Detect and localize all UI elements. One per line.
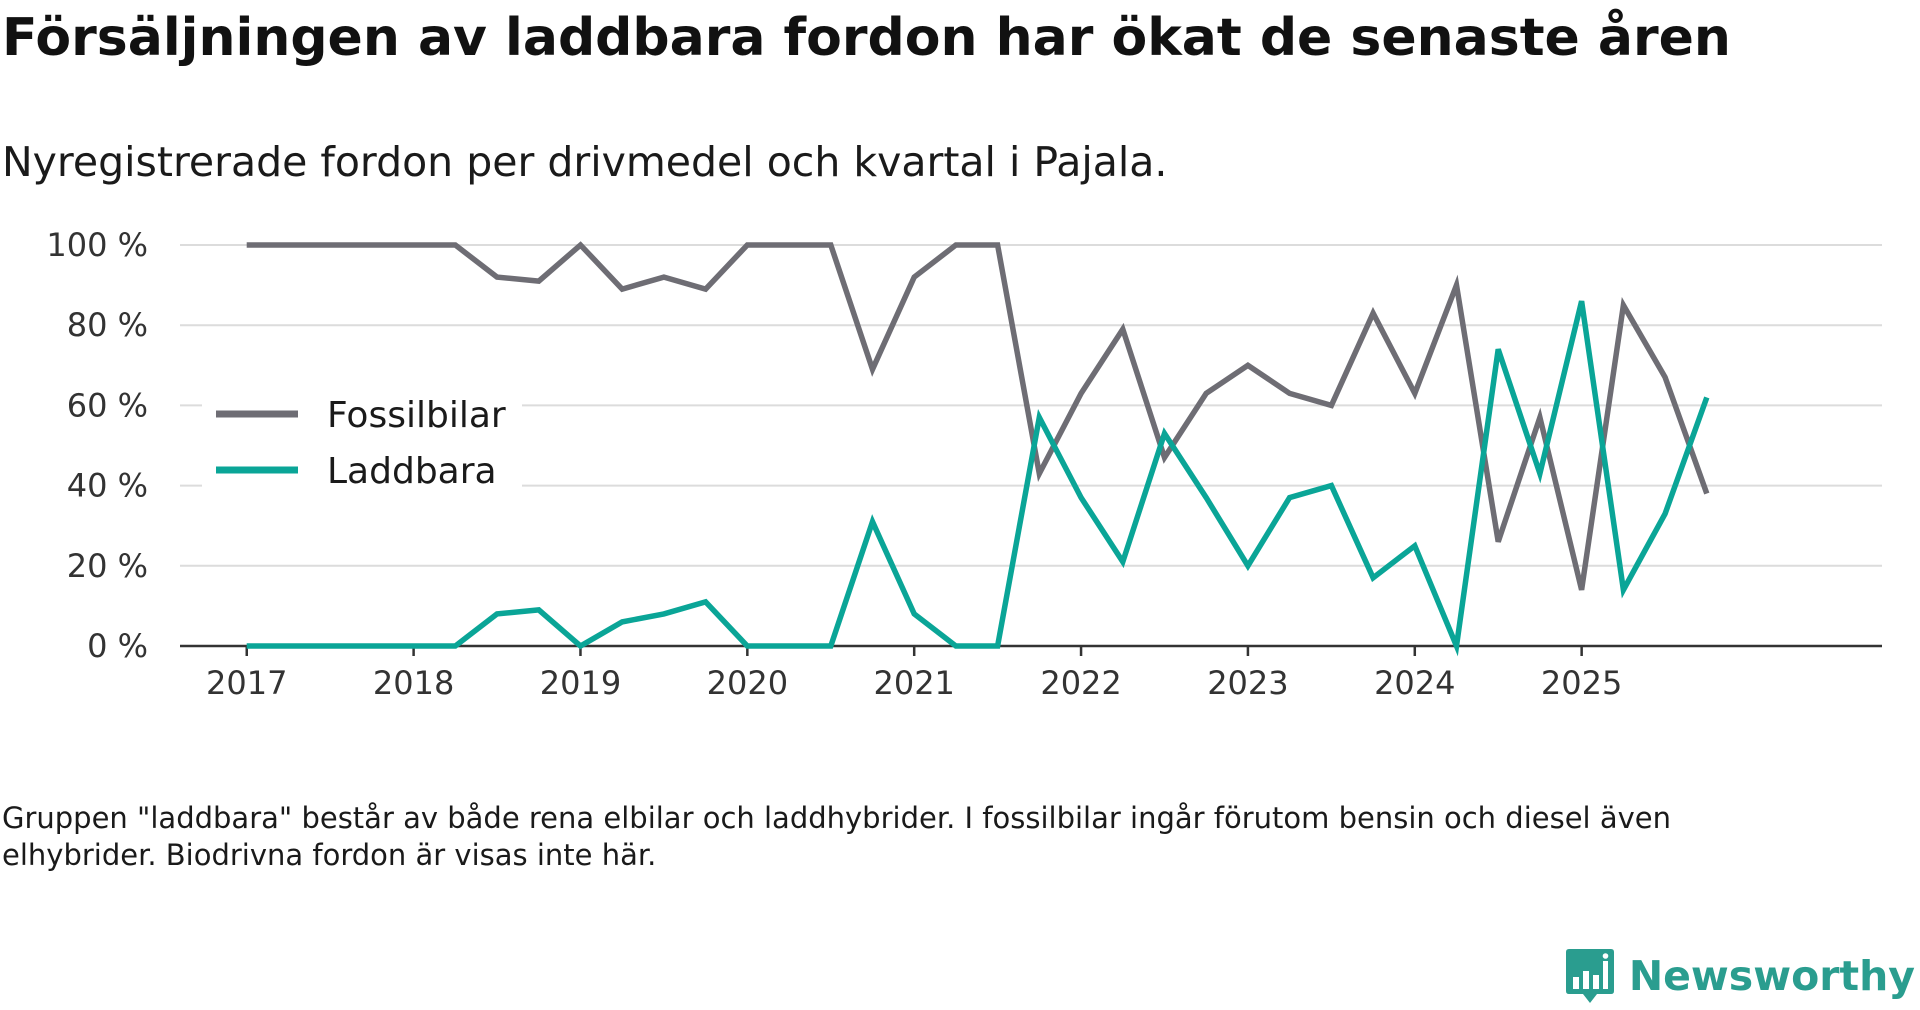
legend-label-laddbara: Laddbara (327, 451, 497, 492)
x-tick-label: 2022 (1040, 664, 1121, 702)
y-tick-label: 80 % (67, 306, 148, 344)
series-lines (246, 241, 1710, 657)
brand-logo: Newsworthy (1565, 947, 1915, 1005)
x-tick-label: 2023 (1207, 664, 1288, 702)
x-tick-label: 2019 (540, 664, 621, 702)
chart-subtitle: Nyregistrerade fordon per drivmedel och … (2, 138, 1168, 186)
x-tick-label: 2020 (707, 664, 788, 702)
y-tick-label: 40 % (67, 467, 148, 505)
y-tick-label: 0 % (87, 627, 148, 665)
y-tick-label: 20 % (67, 547, 148, 585)
chart-title: Försäljningen av laddbara fordon har öka… (2, 8, 1731, 68)
legend-label-fossilbilar: Fossilbilar (327, 395, 506, 436)
x-tick-label: 2025 (1541, 664, 1622, 702)
line-chart: 0 % 20 % 40 % 60 % 80 % 100 % 2017 2018 2019 202… (46, 226, 1882, 702)
legend-background (202, 390, 522, 500)
y-tick-label: 60 % (67, 386, 148, 424)
newsworthy-logo-icon (1565, 949, 1614, 1003)
x-tick-label: 2017 (206, 664, 287, 702)
brand-name: Newsworthy (1628, 952, 1915, 1000)
x-axis: 2017 2018 2019 2020 2021 2022 2023 2024 2025 (180, 644, 1882, 702)
x-tick-label: 2018 (373, 664, 454, 702)
x-tick-label: 2024 (1374, 664, 1455, 702)
y-tick-label: 100 % (46, 226, 148, 264)
series-line-fossilbilar (246, 241, 1710, 591)
x-tick-label: 2021 (873, 664, 954, 702)
series-line-laddbara (246, 300, 1710, 657)
y-axis-ticks: 0 % 20 % 40 % 60 % 80 % 100 % (46, 226, 148, 665)
footnote: Gruppen "laddbara" består av både rena e… (2, 801, 1671, 872)
legend: Fossilbilar Laddbara (202, 390, 522, 500)
